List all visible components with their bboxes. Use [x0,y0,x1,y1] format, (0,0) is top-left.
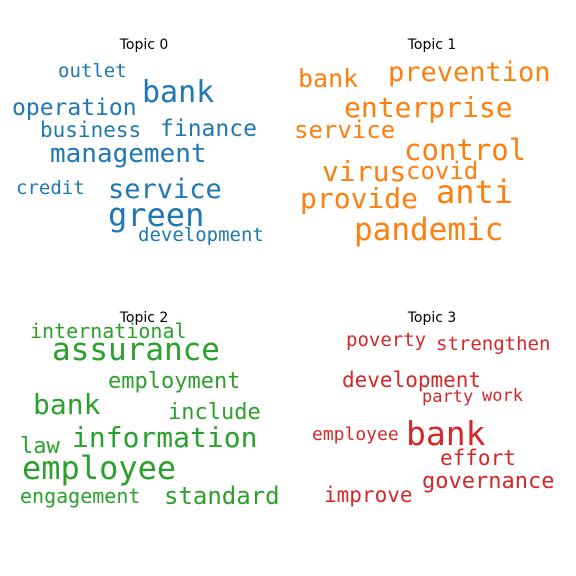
topic-0-panel: Topic 0 outlet bank operation business f… [0,0,288,288]
topic-2-panel: Topic 2 international assurance employme… [0,273,288,561]
topic-3-word-work: work [482,386,523,406]
topic-1-word-anti: anti [436,173,514,211]
topic-2-word-include: include [168,400,261,425]
topic-3-word-strengthen: strengthen [436,333,551,355]
topic-2-word-assurance: assurance [52,332,220,368]
topic-0-word-operation: operation [12,95,137,121]
topic-0-word-service: service [108,174,222,205]
topic-1-word-covid: covid [406,157,479,185]
topic-1-word-service: service [294,116,396,144]
topic-3-word-governance: governance [422,469,555,494]
topic-3-word-employee: employee [312,424,399,445]
topic-2-word-employee: employee [22,449,177,487]
topic-0-word-development: development [138,224,264,246]
topic-3-title: Topic 3 [407,310,457,326]
topic-3-word-improve: improve [324,483,413,507]
topic-2-word-law: law [20,434,60,459]
topic-0-word-business: business [40,118,142,142]
topic-0-word-outlet: outlet [58,60,127,82]
topic-2-word-international: international [30,319,187,343]
topic-3-word-effort: effort [440,446,516,470]
topic-0-word-green: green [108,196,205,234]
topic-3-word-poverty: poverty [346,329,427,351]
topic-3-word-bank: bank [406,414,486,453]
topic-3-panel: Topic 3 poverty strengthen development p… [288,273,576,561]
topic-1-word-control: control [404,133,527,167]
topic-1-word-prevention: prevention [388,57,551,88]
topic-1-word-bank: bank [298,64,359,93]
topic-2-word-information: information [72,421,258,454]
topic-3-word-development: development [342,368,482,392]
topic-1-panel: Topic 1 bank prevention enterprise servi… [288,0,576,288]
topic-1-title: Topic 1 [407,37,457,53]
topic-2-word-engagement: engagement [20,484,141,508]
topic-2-word-standard: standard [164,482,280,510]
topic-0-word-bank: bank [142,75,215,110]
topic-0-word-finance: finance [160,116,257,142]
topic-2-title: Topic 2 [119,310,169,326]
topic-1-word-virus: virus [322,155,407,188]
topic-0-word-management: management [50,139,207,169]
topic-2-word-bank: bank [33,388,101,421]
topic-0-word-credit: credit [16,177,85,199]
topic-2-word-employment: employment [108,369,241,394]
topic-0-title: Topic 0 [119,37,169,53]
topic-3-word-party: party [422,387,474,407]
topic-1-word-pandemic: pandemic [354,212,504,248]
topic-1-word-provide: provide [300,182,419,215]
topic-1-word-enterprise: enterprise [344,91,513,124]
